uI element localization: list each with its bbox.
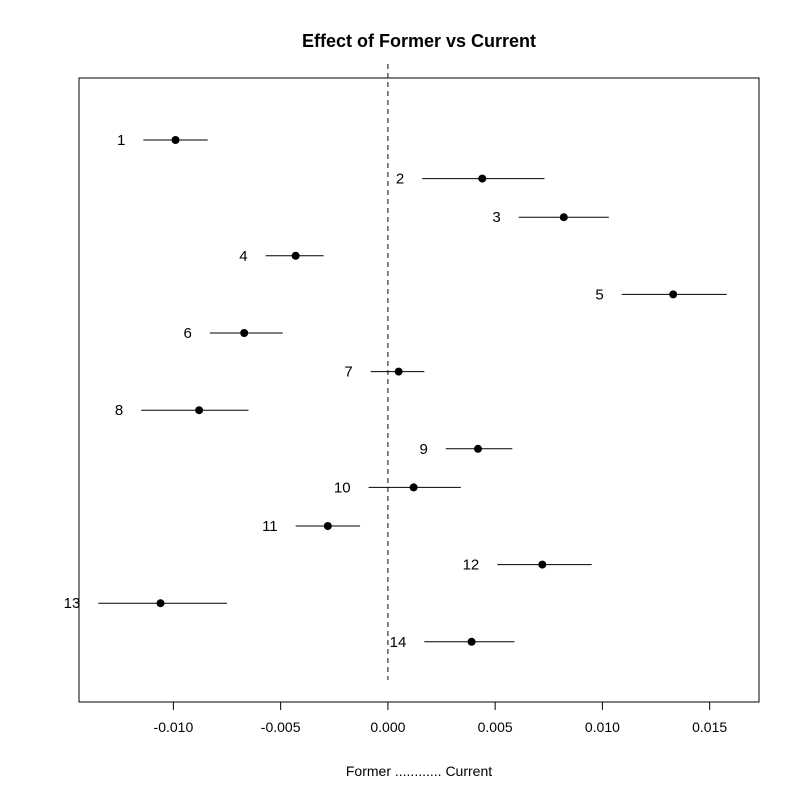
point-estimate — [473, 444, 482, 453]
point-estimate — [478, 174, 487, 183]
point-estimate — [240, 329, 249, 337]
plot-frame — [78, 77, 760, 703]
point-label: 4 — [239, 248, 247, 265]
x-tick-label: -0.010 — [154, 719, 194, 735]
point-label: 1 — [117, 132, 125, 149]
point-label: 7 — [344, 364, 352, 381]
point-estimate — [394, 367, 403, 376]
point-label: 6 — [184, 325, 192, 342]
x-tick-label: 0.010 — [585, 719, 620, 735]
point-label: 2 — [396, 171, 404, 188]
point-estimate — [409, 483, 418, 492]
point-label: 9 — [419, 441, 427, 458]
x-tick-label: 0.000 — [370, 719, 405, 735]
point-estimate — [559, 213, 568, 222]
point-label: 10 — [334, 479, 351, 496]
x-axis: -0.010 -0.005 0.000 0.005 0.010 0.015 — [154, 701, 727, 735]
point-estimate — [291, 251, 300, 260]
x-tick-label: 0.015 — [692, 719, 727, 735]
point-estimate — [467, 637, 476, 646]
point-estimate — [195, 406, 204, 415]
point-estimate — [171, 136, 180, 144]
point-label: 8 — [115, 402, 123, 419]
point-label: 12 — [463, 557, 480, 574]
point-label: 5 — [595, 286, 603, 303]
point-estimate — [323, 522, 332, 530]
point-estimate — [538, 560, 547, 569]
chart-title: Effect of Former vs Current — [302, 31, 536, 51]
point-label: 13 — [64, 595, 81, 612]
point-label: 14 — [390, 634, 407, 651]
x-axis-label: Former ............ Current — [346, 763, 492, 779]
x-tick-label: 0.005 — [478, 719, 513, 735]
point-label: 3 — [492, 209, 500, 226]
point-estimate — [156, 599, 165, 608]
point-estimate — [669, 290, 678, 299]
x-tick-label: -0.005 — [261, 719, 301, 735]
point-label: 11 — [262, 518, 278, 535]
